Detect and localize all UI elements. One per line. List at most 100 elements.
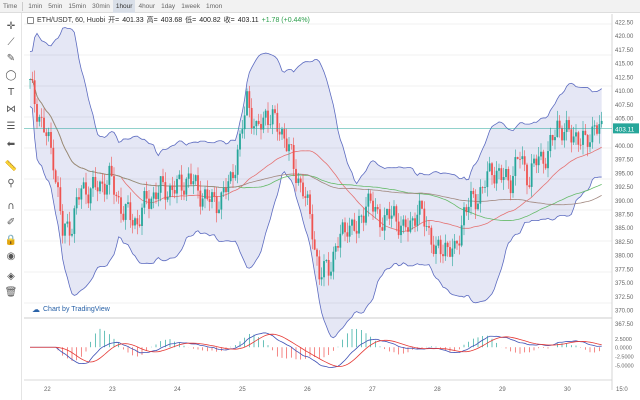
candle-body [54,170,57,183]
candle-body [120,197,122,214]
text-icon[interactable]: T [7,87,15,98]
lock-icon[interactable]: 🔒 [4,235,18,246]
candle-body [414,218,416,226]
timeframe-1mon[interactable]: 1mon [205,2,223,10]
candle-body [50,132,52,148]
candle-body [99,181,101,192]
candle-body [416,214,419,226]
candle-body [227,181,230,193]
timeframe-30min[interactable]: 30min [92,2,110,10]
candle-body [577,132,580,145]
candle-body [358,215,360,234]
timeframe-4hour[interactable]: 4hour [138,2,156,10]
price-tick-label: 375.00 [615,281,634,287]
candle-body [68,221,71,236]
candle-body [190,173,192,185]
candle-body [523,156,526,165]
candle-body [257,120,260,124]
timeframe-5min[interactable]: 5min [48,2,63,10]
candle-body [80,188,83,200]
bollinger-lower [29,106,602,339]
candle-body [108,165,111,185]
candle-body [171,185,174,191]
eye-icon[interactable]: ◉ [6,251,16,262]
arrow-left-icon[interactable]: ⬅ [6,139,16,150]
moving-average-red [29,78,602,232]
candle-body [222,187,225,193]
candle-body [127,202,129,205]
candle-body [59,187,62,212]
candle-body [176,179,178,194]
candle-body [423,208,426,227]
candle-body [575,132,577,137]
candle-body [561,127,563,141]
candle-body [73,208,76,234]
timeframe-bar: Time 1min 5min 15min 30min 1hour 4hour 1day 1wee… [0,0,640,13]
time-tick-label: 25 [239,387,246,393]
candle-body [134,218,136,226]
candle-body [45,132,48,137]
line-icon[interactable]: ⟋ [7,37,15,48]
ruler-icon[interactable]: 📏 [4,161,18,172]
price-tick-label: 382.50 [615,240,634,246]
timeframe-1week[interactable]: 1week [181,2,200,10]
price-tick-label: 407.50 [615,103,634,109]
layers-icon[interactable]: ◈ [7,271,15,282]
macd-line [30,332,602,368]
timeframe-time: Time [3,2,18,10]
candle-body [551,134,554,141]
magnet-icon[interactable]: ∩ [7,201,15,212]
timeframe-1day[interactable]: 1day [161,2,176,10]
price-tick-label: 370.00 [615,309,634,315]
candle-body [411,218,414,221]
timeframe-15min[interactable]: 15min [68,2,87,10]
candle-body [152,192,155,199]
candle-body [302,182,304,197]
candle-body [38,116,41,122]
candle-body [159,176,162,193]
candle-body [472,190,475,195]
brush-icon[interactable]: ✎ [6,53,16,64]
candle-body [327,259,330,276]
candle-body [362,215,365,223]
lock-draw-icon[interactable]: ✐ [6,217,16,228]
candle-body [388,208,391,219]
candle-body [353,219,356,231]
candle-body [295,168,297,184]
candle-body [192,181,195,185]
ellipse-icon[interactable]: ◯ [5,70,17,81]
candle-body [509,180,512,194]
candle-body [425,226,428,227]
crosshair-icon[interactable]: ✛ [6,21,16,32]
candle-body [360,215,363,217]
candle-body [593,125,596,127]
candle-body [367,193,370,207]
candle-body [565,120,568,133]
trash-icon[interactable]: 🗑 [4,287,18,298]
candle-body [110,165,113,177]
candle-body [150,198,153,209]
candle-body [323,261,325,278]
candle-body [271,109,274,125]
candle-body [495,170,498,184]
candle-body [309,194,311,215]
candle-body [113,176,115,195]
candle-body [549,134,552,152]
zoom-icon[interactable]: ⚲ [7,178,15,189]
candle-body [395,206,398,222]
fib-icon[interactable]: ☰ [6,121,16,132]
pattern-icon[interactable]: ⋈ [6,104,16,115]
timeframe-1min[interactable]: 1min [28,2,43,10]
price-tick-label: 415.00 [615,62,634,68]
timeframe-1hour[interactable]: 1hour [112,0,136,13]
candle-body [465,207,468,213]
legend-symbol-icon [27,16,34,24]
candle-body [514,157,517,177]
candle-body [540,151,542,157]
candle-body [470,190,472,207]
tradingview-credit[interactable]: ☁ Chart by TradingView [32,305,110,314]
candle-body [418,200,421,215]
candle-body [180,174,183,191]
candle-body [376,207,379,210]
